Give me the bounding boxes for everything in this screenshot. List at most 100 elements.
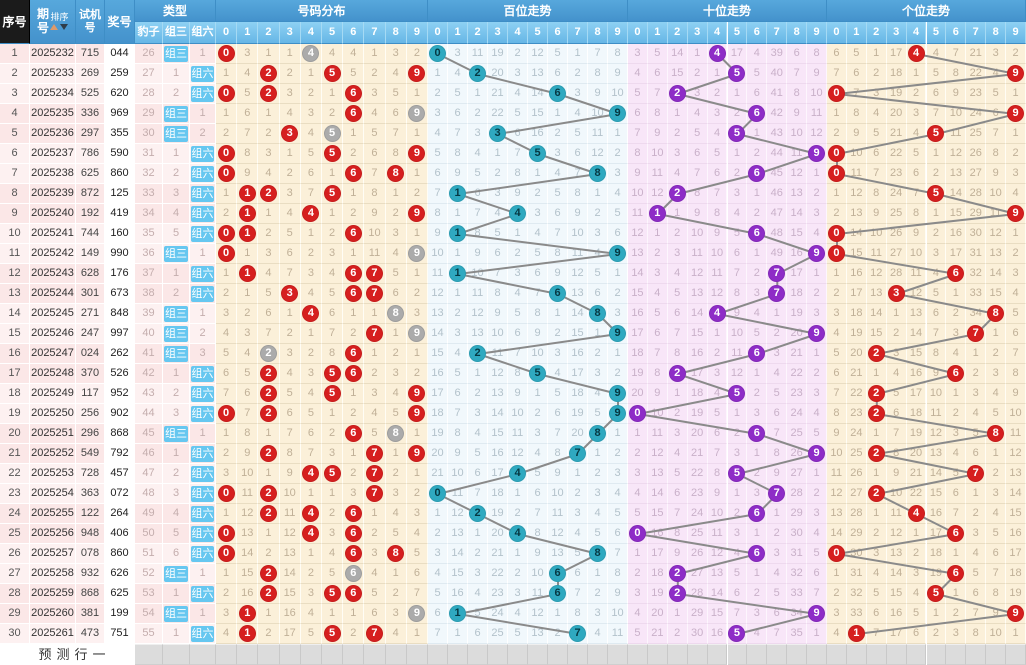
prediction-cell[interactable] xyxy=(322,644,344,665)
hund-cell: 3 xyxy=(588,224,608,244)
prediction-cell[interactable] xyxy=(364,644,386,665)
prediction-cell[interactable] xyxy=(508,644,528,665)
unit-cell: 7 xyxy=(827,384,847,404)
tens-cell: 6 xyxy=(747,104,768,124)
prediction-cell[interactable] xyxy=(727,644,748,665)
unit-cell: 9 xyxy=(1006,64,1026,84)
prediction-cell[interactable] xyxy=(279,644,301,665)
unit-cell: 6 xyxy=(886,404,907,424)
prediction-cell[interactable] xyxy=(886,644,907,665)
dist-cell: 3 xyxy=(300,264,322,284)
unit-cell: 29 xyxy=(846,524,867,544)
prediction-cell[interactable] xyxy=(548,644,568,665)
unit-cell: 4 xyxy=(866,104,887,124)
prediction-cell[interactable] xyxy=(406,644,428,665)
hund-cell: 4 xyxy=(468,144,488,164)
dist-pair-circle: 8 xyxy=(387,305,405,322)
leopard-miss-cell: 43 xyxy=(135,384,163,404)
prediction-cell[interactable] xyxy=(588,644,608,665)
test-cell: 301 xyxy=(76,284,105,304)
unit-cell: 5 xyxy=(906,604,927,624)
group6-badge: 组六 xyxy=(191,266,214,282)
dist-cell: 1 xyxy=(237,604,259,624)
seq-cell: 24 xyxy=(0,504,30,524)
tens-cell: 44 xyxy=(767,144,788,164)
group6-badge: 组六 xyxy=(191,66,214,82)
prediction-cell[interactable] xyxy=(448,644,468,665)
prediction-cell[interactable] xyxy=(687,644,708,665)
unit-cell: 33 xyxy=(966,284,987,304)
prediction-cell[interactable] xyxy=(528,644,548,665)
prediction-cell[interactable] xyxy=(866,644,887,665)
prediction-cell[interactable] xyxy=(767,644,788,665)
group3-cell: 3 xyxy=(163,404,190,424)
hund-cell: 2 xyxy=(588,344,608,364)
hund-cell: 7 xyxy=(548,424,568,444)
tens-cell: 40 xyxy=(767,64,788,84)
prediction-cell[interactable] xyxy=(300,644,322,665)
prediction-cell[interactable] xyxy=(787,644,808,665)
prediction-cell[interactable] xyxy=(216,644,238,665)
prediction-cell[interactable] xyxy=(827,644,847,665)
prediction-cell[interactable] xyxy=(428,644,448,665)
prediction-cell[interactable] xyxy=(568,644,588,665)
tens-cell: 5 xyxy=(767,384,788,404)
tens-cell: 5 xyxy=(628,84,648,104)
dist-cell: 8 xyxy=(237,144,259,164)
unit-cell: 10 xyxy=(946,104,967,124)
tens-cell: 2 xyxy=(767,524,788,544)
prediction-cell[interactable] xyxy=(747,644,768,665)
prediction-cell[interactable] xyxy=(647,644,668,665)
prediction-cell[interactable] xyxy=(1006,644,1026,665)
prediction-cell[interactable] xyxy=(258,644,280,665)
unit-cell: 7 xyxy=(966,324,987,344)
sort-desc-icon[interactable] xyxy=(60,24,69,30)
group6-cell: 1 xyxy=(190,424,216,444)
prediction-cell[interactable] xyxy=(190,644,216,665)
prediction-cell[interactable] xyxy=(707,644,728,665)
dist-hit-circle: 7 xyxy=(365,265,383,282)
prediction-cell[interactable] xyxy=(163,644,190,665)
prediction-cell[interactable] xyxy=(343,644,365,665)
hund-cell: 4 xyxy=(608,484,628,504)
period-cell: 2025234 xyxy=(30,84,76,104)
sort-asc-icon[interactable] xyxy=(50,24,59,30)
prediction-cell[interactable] xyxy=(906,644,927,665)
prediction-cell[interactable] xyxy=(468,644,488,665)
dist-cell: 1 xyxy=(237,624,259,644)
prediction-cell[interactable] xyxy=(135,644,163,665)
hund-cell: 11 xyxy=(428,264,448,284)
prediction-cell[interactable] xyxy=(926,644,947,665)
hund-cell: 23 xyxy=(488,584,508,604)
prediction-cell[interactable] xyxy=(385,644,407,665)
group3-cell: 1 xyxy=(163,624,190,644)
prediction-cell[interactable] xyxy=(237,644,259,665)
prediction-cell[interactable] xyxy=(966,644,987,665)
unit-cell: 7 xyxy=(906,184,927,204)
prediction-cell[interactable] xyxy=(488,644,508,665)
hund-cell: 8 xyxy=(448,144,468,164)
unit-cell: 3 xyxy=(926,244,947,264)
unit-cell: 31 xyxy=(966,244,987,264)
dist-hit-circle: 0 xyxy=(217,165,235,182)
period-sorter[interactable]: 排序 xyxy=(50,13,69,30)
prediction-cell[interactable] xyxy=(807,644,827,665)
col-header-period[interactable]: 期号 排序 xyxy=(30,0,76,44)
hund-cell: 7 xyxy=(568,584,588,604)
prediction-cell[interactable] xyxy=(628,644,648,665)
prediction-cell[interactable] xyxy=(946,644,967,665)
dist-cell: 1 xyxy=(258,464,280,484)
leopard-miss-cell: 28 xyxy=(135,84,163,104)
hund-cell: 1 xyxy=(428,504,448,524)
prediction-cell[interactable] xyxy=(667,644,688,665)
hund-cell: 4 xyxy=(548,364,568,384)
tens-cell: 1 xyxy=(747,184,768,204)
prediction-cell[interactable] xyxy=(846,644,867,665)
leopard-miss-cell: 55 xyxy=(135,624,163,644)
prediction-cell[interactable] xyxy=(608,644,628,665)
prediction-cell[interactable] xyxy=(986,644,1007,665)
group6-cell: 组六 xyxy=(190,164,216,184)
group3-cell: 组三 xyxy=(163,304,190,324)
hund-digit-circle: 6 xyxy=(549,565,566,582)
group6-badge: 组六 xyxy=(191,466,214,482)
